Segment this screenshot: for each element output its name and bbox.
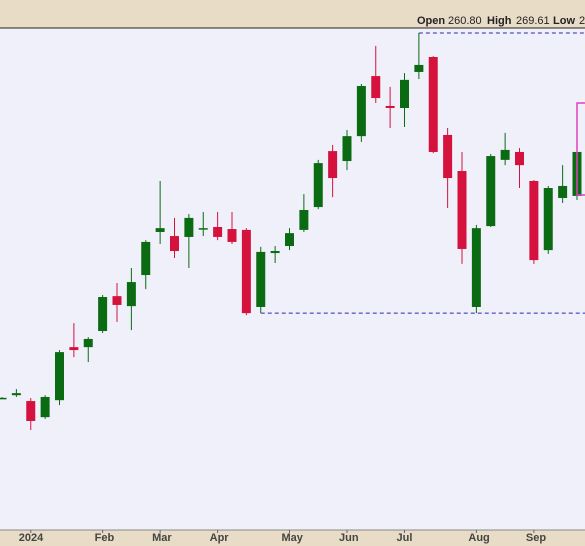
x-tick-label: Jun — [339, 532, 359, 544]
header-label: High — [487, 15, 512, 27]
header-label: Open — [417, 15, 445, 27]
candle-body — [170, 236, 179, 252]
candle-body — [184, 217, 194, 237]
candle-body — [385, 105, 395, 109]
x-tick-label: Mar — [152, 532, 172, 544]
candle-body — [428, 57, 438, 152]
candle-body — [198, 228, 208, 230]
plot-area — [0, 28, 585, 530]
candle-body — [543, 188, 553, 251]
candle-body — [241, 229, 251, 314]
candle-body — [356, 86, 366, 137]
candles — [0, 32, 582, 431]
candle-body — [443, 134, 453, 179]
candle-body — [328, 151, 338, 179]
candle-body — [558, 185, 568, 198]
candle-body — [98, 297, 108, 332]
candle-body — [112, 296, 122, 305]
candle-body — [457, 171, 467, 249]
candle-body — [285, 233, 294, 247]
candle-body — [26, 401, 36, 421]
selection-box — [576, 102, 585, 196]
x-tick-label: May — [282, 532, 304, 544]
candle-body — [141, 241, 151, 276]
candle-body — [256, 251, 266, 307]
candle-body — [40, 396, 50, 418]
candle-body — [69, 347, 79, 351]
x-tick-label: Feb — [95, 532, 115, 544]
candle-body — [342, 136, 352, 162]
candle-body — [270, 251, 280, 254]
x-tick-label: Jul — [397, 532, 413, 544]
candle-body — [0, 397, 7, 400]
candle-body — [155, 228, 165, 232]
candle-body — [371, 76, 381, 99]
x-tick-label: 2024 — [19, 532, 44, 544]
header-value: 260.80 — [448, 15, 482, 27]
candle-body — [299, 209, 309, 230]
candle-body — [529, 180, 539, 261]
candle-body — [414, 64, 424, 72]
candle-body — [11, 393, 21, 396]
header-value: 2 — [579, 15, 585, 27]
x-tick-label: Sep — [526, 532, 546, 544]
header-label: Low — [553, 15, 575, 27]
candle-body — [126, 282, 136, 307]
candle-body — [213, 226, 223, 237]
candle-body — [313, 163, 323, 208]
candle-body — [515, 151, 524, 166]
candle-body — [83, 338, 93, 348]
header-value: 269.61 — [516, 15, 550, 27]
candle-body — [400, 79, 409, 109]
candle-body — [55, 352, 64, 401]
candle-body — [500, 149, 510, 160]
x-tick-label: Aug — [468, 532, 489, 544]
candle-body — [227, 229, 237, 242]
candle-body — [471, 228, 481, 307]
candle-body — [486, 156, 496, 227]
x-tick-label: Apr — [210, 532, 230, 544]
